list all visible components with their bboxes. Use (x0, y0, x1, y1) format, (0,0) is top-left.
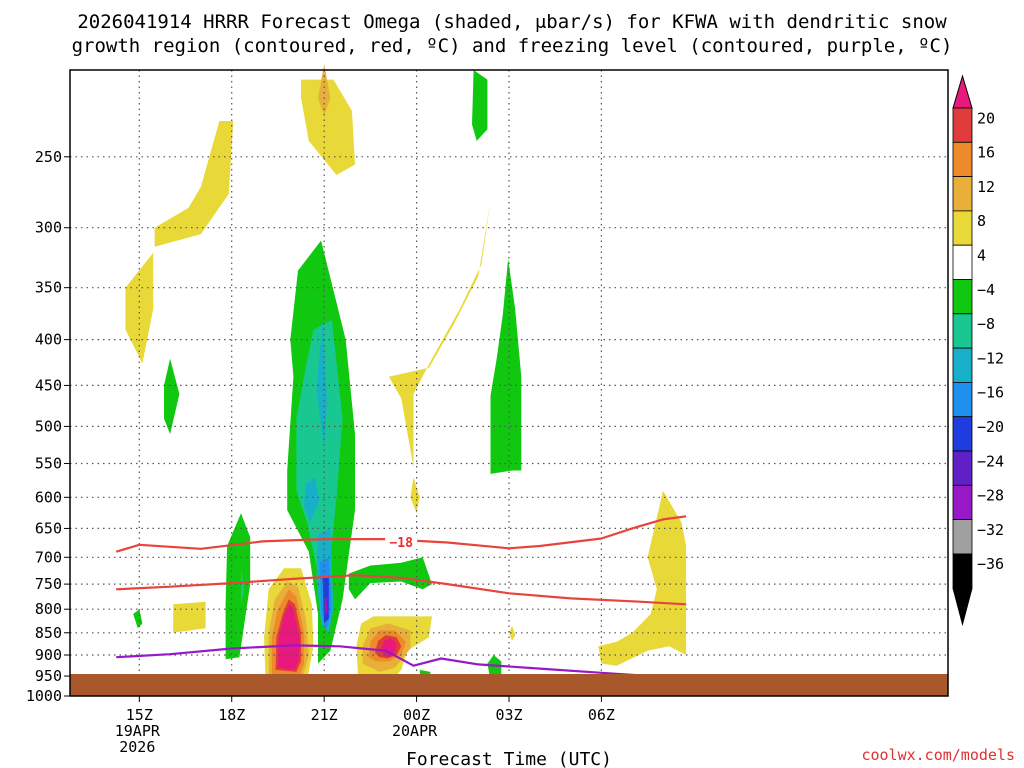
contour-label-bg-0 (385, 535, 418, 550)
colorbar: 20 16 12 8 4 −4 −8 −12 −16 −20 −24 −28 −32 −36 (952, 74, 1004, 627)
y-tick-label-650: 650 (35, 519, 62, 537)
y-tick-label-950: 950 (35, 667, 62, 685)
colorbar-swatch-8 (952, 381, 973, 418)
y-tick-label-600: 600 (35, 488, 62, 506)
x-tick-label-12: 03Z (495, 706, 522, 724)
colorbar-label-12: −32 (977, 521, 1004, 539)
colorbar-swatch-10 (952, 450, 973, 486)
colorbar-swatch-0 (952, 107, 973, 143)
omega-region-35 (381, 638, 397, 658)
y-tick-label-300: 300 (35, 219, 62, 237)
y-tick-label-450: 450 (35, 376, 62, 394)
colorbar-swatch-12 (952, 519, 973, 555)
omega-region-20 (324, 596, 328, 615)
colorbar-swatch-11 (952, 484, 973, 520)
x-tick-label-0: 15Z (126, 706, 153, 724)
omega-region-25 (487, 655, 502, 681)
colorbar-swatch-1 (952, 141, 973, 178)
omega-region-10 (241, 568, 245, 605)
omega-region-3 (318, 64, 331, 116)
contour-label-0: −18 (389, 536, 413, 551)
omega-region-6 (173, 601, 206, 633)
colorbar-label-2: 12 (977, 178, 995, 196)
y-tick-label-250: 250 (35, 148, 62, 166)
colorbar-swatch-6 (952, 313, 973, 349)
omega-region-12 (133, 609, 143, 629)
omega-region-21 (348, 557, 432, 600)
y-tick-label-400: 400 (35, 331, 62, 349)
ground-bar (70, 674, 948, 696)
contour-line-1 (116, 574, 687, 606)
omega-region-23 (472, 70, 488, 141)
colorbar-label-7: −12 (977, 349, 1004, 367)
y-tick-label-1000: 1000 (26, 687, 62, 705)
y-tick-label-550: 550 (35, 454, 62, 472)
colorbar-label-5: −4 (977, 281, 995, 299)
y-tick-label-750: 750 (35, 575, 62, 593)
y-tick-label-800: 800 (35, 600, 62, 618)
y-tick-label-350: 350 (35, 279, 62, 297)
omega-region-8 (598, 490, 687, 666)
x-tick-date-9: 20APR (392, 722, 438, 740)
chart-title-line1: 2026041914 HRRR Forecast Omega (shaded, … (77, 11, 947, 33)
colorbar-swatch-2 (952, 176, 973, 212)
colorbar-label-4: 4 (977, 246, 986, 264)
colorbar-label-13: −36 (977, 555, 1004, 573)
contour-lines: −18 (115, 515, 687, 682)
colorbar-label-3: 8 (977, 212, 986, 230)
plot-area: −18 250 300 350 400 450 500 550 600 650 700 750 800… (26, 64, 949, 756)
y-tick-label-900: 900 (35, 646, 62, 664)
omega-region-7 (509, 625, 516, 641)
chart-title-line2: growth region (contoured, red, ºC) and f… (72, 35, 953, 57)
omega-region-11 (164, 358, 180, 435)
colorbar-swatch-9 (952, 416, 973, 452)
x-tick-date-0: 19APR (115, 722, 161, 740)
colorbar-top-arrow (952, 74, 973, 109)
y-tick-label-500: 500 (35, 417, 62, 435)
y-tick-label-700: 700 (35, 548, 62, 566)
credit-text: coolwx.com/models (861, 746, 1015, 764)
y-axis-ticks: 250 300 350 400 450 500 550 600 650 700 750 800 850 9… (26, 148, 70, 705)
x-tick-label-6: 21Z (311, 706, 338, 724)
x-tick-year-0: 2026 (119, 738, 155, 756)
colorbar-label-1: 16 (977, 144, 995, 162)
colorbar-swatch-13 (952, 553, 973, 589)
colorbar-label-10: −24 (977, 452, 1004, 470)
colorbar-label-6: −8 (977, 315, 995, 333)
omega-region-22 (490, 258, 522, 474)
omega-region-2 (301, 79, 355, 175)
x-tick-label-9: 00Z (403, 706, 430, 724)
contour-line-2 (116, 644, 687, 682)
omega-region-30 (277, 604, 300, 670)
colorbar-swatch-3 (952, 210, 973, 246)
omega-region-5 (410, 477, 420, 514)
contour-line-0 (115, 515, 687, 553)
colorbar-swatch-4 (952, 244, 973, 280)
x-tick-label-15: 06Z (588, 706, 615, 724)
colorbar-swatch-7 (952, 347, 973, 383)
omega-region-1 (154, 121, 234, 247)
colorbar-label-8: −16 (977, 384, 1004, 402)
y-tick-label-850: 850 (35, 624, 62, 642)
colorbar-label-9: −20 (977, 418, 1004, 436)
colorbar-label-0: 20 (977, 109, 995, 127)
omega-region-15 (304, 477, 320, 523)
x-axis-label: Forecast Time (UTC) (406, 749, 612, 768)
x-tick-label-3: 18Z (218, 706, 245, 724)
colorbar-bottom-arrow (952, 587, 973, 627)
colorbar-swatch-5 (952, 279, 973, 315)
omega-region-14 (296, 319, 343, 590)
colorbar-label-11: −28 (977, 487, 1004, 505)
